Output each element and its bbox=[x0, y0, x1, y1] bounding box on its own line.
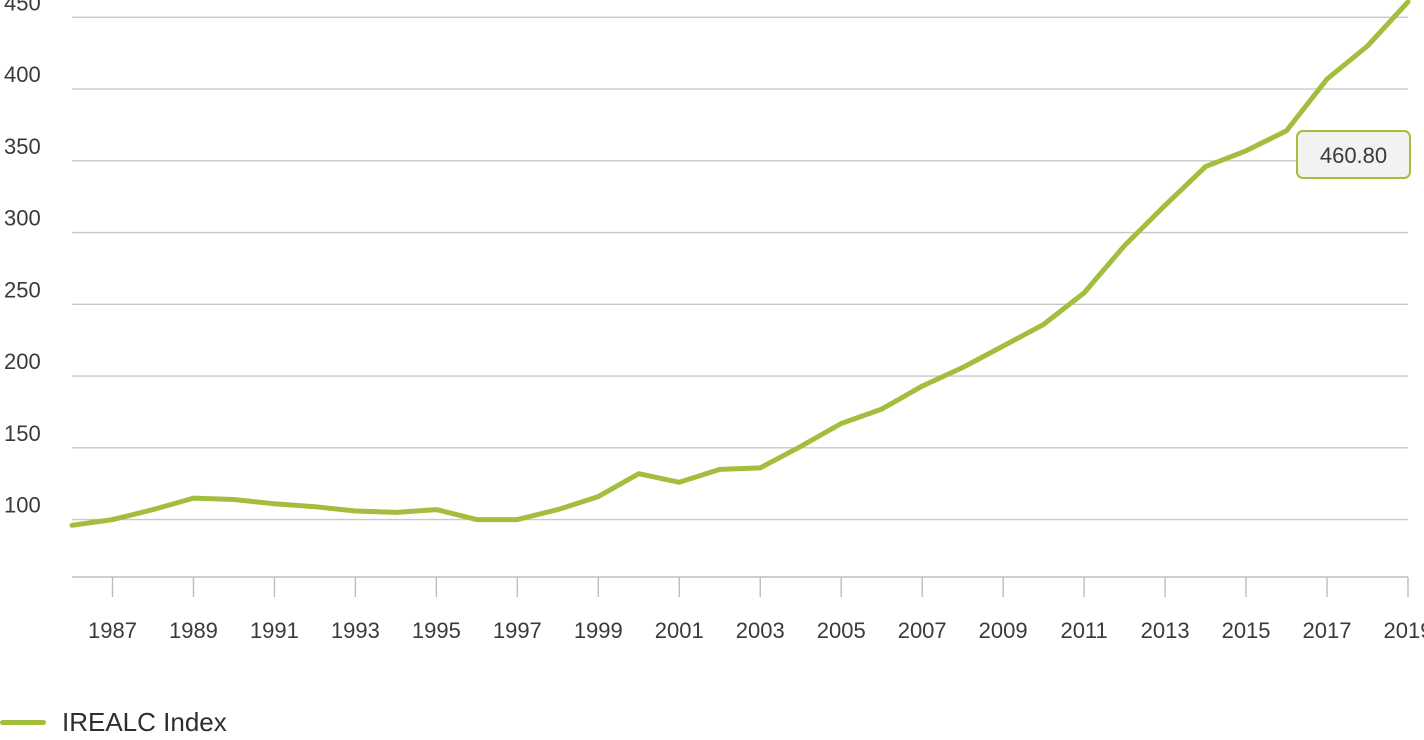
x-tick-label-2001: 2001 bbox=[655, 618, 704, 643]
annotation-layer: 460.80 bbox=[1296, 130, 1411, 179]
x-tick-label-1999: 1999 bbox=[574, 618, 623, 643]
legend: IREALC Index bbox=[0, 704, 227, 740]
x-axis bbox=[72, 576, 1409, 597]
series-line-0 bbox=[69, 0, 1411, 528]
x-tick-label-1997: 1997 bbox=[493, 618, 542, 643]
x-tick-label-2013: 2013 bbox=[1141, 618, 1190, 643]
x-tick-label-1993: 1993 bbox=[331, 618, 380, 643]
x-tick-label-2011: 2011 bbox=[1060, 618, 1107, 643]
y-tick-label-350: 350 bbox=[4, 134, 41, 159]
x-tick-label-1989: 1989 bbox=[169, 618, 218, 643]
x-tick-label-1995: 1995 bbox=[412, 618, 461, 643]
series-layer bbox=[69, 0, 1411, 528]
x-tick-label-2007: 2007 bbox=[898, 618, 947, 643]
x-tick-label-2003: 2003 bbox=[736, 618, 785, 643]
y-tick-label-100: 100 bbox=[4, 493, 41, 518]
x-tick-label-1987: 1987 bbox=[88, 618, 137, 643]
y-tick-label-200: 200 bbox=[4, 349, 41, 374]
x-tick-label-2017: 2017 bbox=[1303, 618, 1352, 643]
x-tick-label-2015: 2015 bbox=[1222, 618, 1271, 643]
y-tick-label-250: 250 bbox=[4, 277, 41, 302]
y-tick-label-150: 150 bbox=[4, 421, 41, 446]
x-axis-tick-labels: 1987 1989 1991 1993 1995 1997 1999 2001 2003 2005… bbox=[88, 618, 1424, 643]
y-tick-label-450: 450 bbox=[4, 0, 41, 15]
y-tick-label-300: 300 bbox=[4, 206, 41, 231]
value-callout-label: 460.80 bbox=[1320, 143, 1387, 168]
x-tick-label-1991: 1991 bbox=[250, 618, 299, 643]
x-tick-label-2005: 2005 bbox=[817, 618, 866, 643]
y-tick-label-400: 400 bbox=[4, 62, 41, 87]
gridlines bbox=[72, 16, 1408, 521]
legend-swatch-irealc-index bbox=[0, 719, 46, 725]
value-callout-box bbox=[1296, 130, 1411, 179]
line-chart: 100 150 200 250 300 350 400 450 1987 1989 1991 199… bbox=[4, 0, 1424, 643]
x-tick-label-2019: 2019 bbox=[1384, 618, 1424, 643]
value-callout: 460.80 bbox=[1296, 130, 1411, 179]
legend-label-irealc-index: IREALC Index bbox=[62, 706, 227, 737]
y-axis-tick-labels: 100 150 200 250 300 350 400 450 bbox=[4, 0, 41, 518]
x-tick-label-2009: 2009 bbox=[979, 618, 1028, 643]
